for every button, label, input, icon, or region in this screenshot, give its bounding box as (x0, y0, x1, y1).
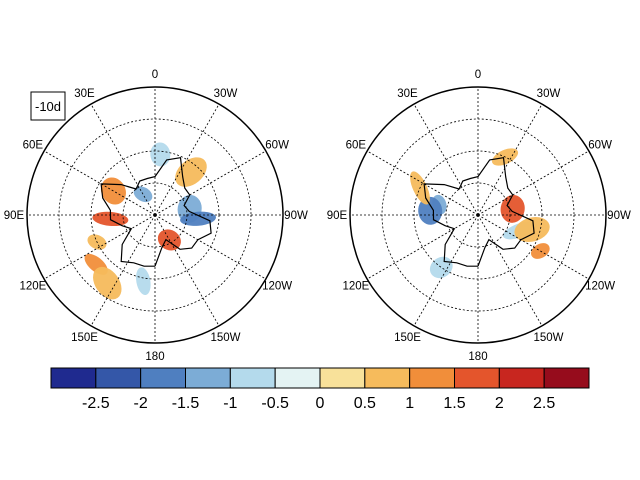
anomaly-patch (150, 142, 171, 167)
longitude-label: 120W (585, 281, 615, 293)
longitude-label: 150W (533, 332, 563, 344)
colorbar-swatch (140, 367, 187, 389)
longitude-label: 0 (475, 69, 481, 81)
colorbar-swatch (543, 367, 590, 389)
longitude-label: 60W (265, 140, 289, 152)
polar-map-right: 0 30W 60W 90W 120W 150W 180 150E 120E 90E 60E 30E (327, 69, 631, 363)
longitude-label: 90E (4, 210, 25, 222)
longitude-label: 60W (588, 140, 612, 152)
panel-tag-text: -10d (35, 99, 61, 114)
longitude-label: 90W (284, 210, 308, 222)
colorbar-label: 0 (316, 395, 325, 412)
longitude-label: 30E (397, 88, 418, 100)
longitude-label: 120E (342, 281, 369, 293)
anomaly-patch (500, 194, 525, 223)
polar-map-left: 0 30W 60W 90W 120W 150W 180 150E 120E 90E 60E 30E (4, 69, 308, 363)
colorbar-label: 1 (405, 395, 414, 412)
colorbar-swatch (50, 367, 97, 389)
colorbar-label: -2 (134, 395, 148, 412)
graticule (27, 87, 283, 343)
colorbar-label: -2.5 (82, 395, 110, 412)
longitude-label: 30W (537, 88, 561, 100)
colorbar-swatch (364, 367, 411, 389)
longitude-label: 60E (23, 140, 44, 152)
colorbar-swatch (409, 367, 455, 389)
colorbar-swatch (498, 367, 545, 389)
longitude-label: 150E (71, 332, 98, 344)
longitude-label: 0 (152, 69, 158, 81)
longitude-label: 30E (74, 88, 95, 100)
longitude-label: 60E (346, 140, 367, 152)
longitude-label: 180 (145, 351, 164, 363)
longitude-label: 120W (262, 281, 292, 293)
longitude-label: 90W (607, 210, 631, 222)
colorbar-label: 2.5 (533, 395, 555, 412)
colorbar-label: 0.5 (354, 395, 376, 412)
colorbar-label: -1.5 (172, 395, 200, 412)
map-border (26, 86, 284, 344)
anomaly-patch (514, 217, 550, 242)
colorbar-swatch (454, 367, 500, 389)
longitude-label: 180 (468, 351, 487, 363)
colorbar-swatch (185, 367, 231, 389)
colorbar: -2.5 -2 -1.5 -1 -0.5 0 0.5 1 1.5 2 2.5 (50, 367, 590, 412)
colorbar-swatch (95, 367, 142, 389)
graticule (350, 87, 606, 343)
longitude-label: 150W (210, 332, 240, 344)
longitude-label: 120E (19, 281, 46, 293)
colorbar-label: -1 (223, 395, 237, 412)
colorbar-label: 2 (495, 395, 504, 412)
colorbar-label: -0.5 (261, 395, 289, 412)
anomaly-patch (136, 267, 151, 296)
map-border (349, 86, 607, 344)
longitude-label: 30W (214, 88, 238, 100)
longitude-label: 150E (394, 332, 421, 344)
colorbar-label: 1.5 (443, 395, 465, 412)
anomaly-patch (93, 266, 122, 300)
longitude-label: 90E (327, 210, 348, 222)
colorbar-swatch (319, 367, 366, 389)
colorbar-swatch (274, 367, 321, 389)
colorbar-swatch (229, 367, 276, 389)
panel-tag: -10d (30, 91, 66, 121)
